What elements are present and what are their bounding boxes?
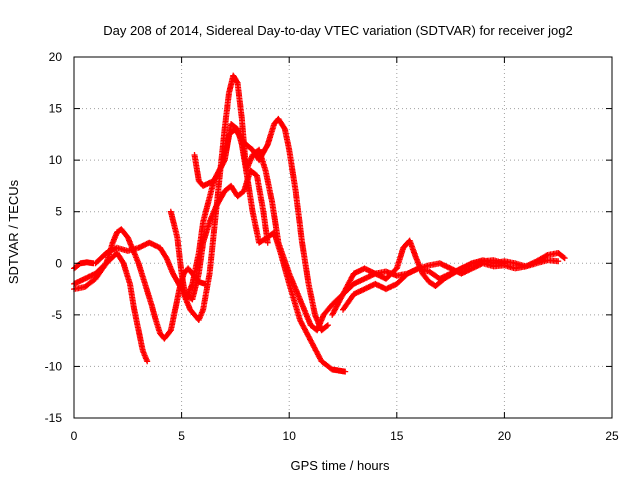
chart-title: Day 208 of 2014, Sidereal Day-to-day VTE… [103,23,572,38]
y-tick-label: 10 [49,153,63,167]
series-markers [182,167,271,303]
series-track-7 [182,167,271,303]
y-axis: -15 -10 -5 0 5 10 15 20 [45,50,612,425]
x-axis: 0 5 10 15 20 25 [71,57,619,443]
series-track-3 [71,259,97,272]
x-tick-label: 5 [178,429,185,443]
plot-frame [73,56,613,419]
x-tick-label: 10 [283,429,297,443]
series-layer [71,72,568,375]
y-tick-label: -15 [45,411,63,425]
x-axis-label: GPS time / hours [291,458,390,473]
x-tick-label: 0 [71,429,78,443]
series-markers [71,259,97,272]
series-markers [92,72,349,375]
series-markers [340,257,562,313]
series-track-9 [340,257,562,313]
y-tick-label: 5 [55,205,62,219]
series-track-4 [92,72,349,375]
y-tick-label: -10 [45,359,63,373]
x-tick-label: 20 [498,429,512,443]
y-tick-label: 0 [55,256,62,270]
y-tick-label: 15 [49,102,63,116]
y-tick-label: 20 [49,50,63,64]
grid [74,57,612,418]
x-tick-label: 25 [605,429,619,443]
y-tick-label: -5 [51,308,62,322]
y-axis-label: SDTVAR / TECUs [6,179,21,284]
x-tick-label: 15 [390,429,404,443]
